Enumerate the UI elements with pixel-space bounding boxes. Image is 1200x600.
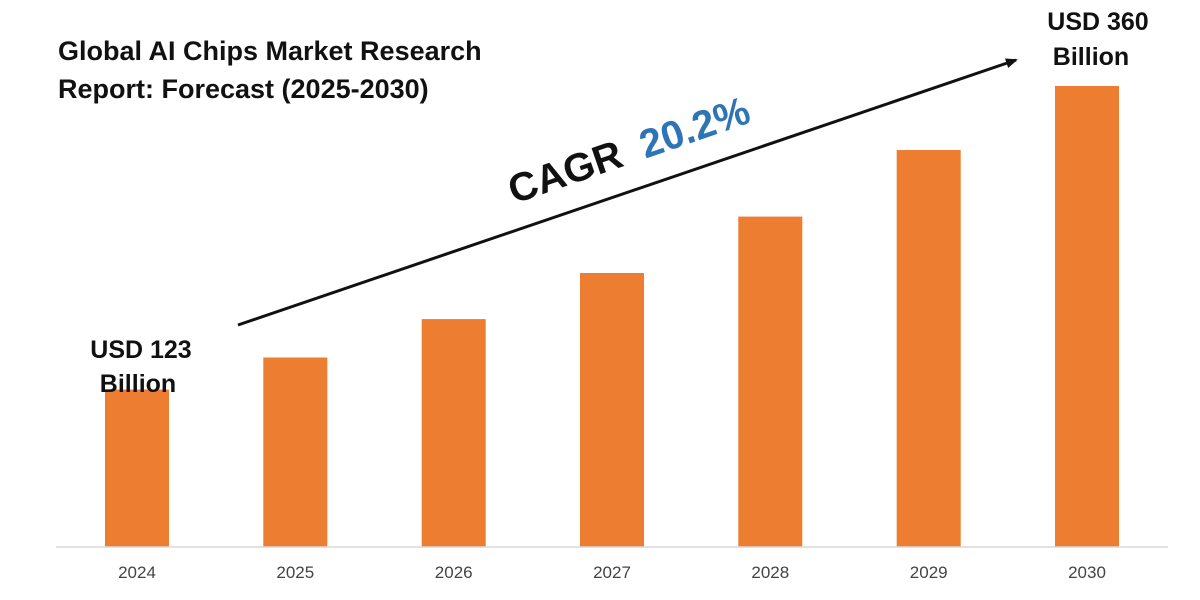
first-bar-value-label-line-2: Billion [100, 370, 176, 398]
bar-2025 [263, 357, 328, 547]
cagr-label: CAGR [503, 133, 629, 213]
bar-2029 [896, 150, 961, 547]
x-tick-labels: 2024 2025 2026 2027 2028 2029 2030 [118, 563, 1106, 582]
bar-2024 [105, 389, 169, 547]
bar-2030 [1055, 86, 1119, 547]
x-tick-label-2029: 2029 [910, 563, 948, 582]
first-bar-value-label-line-1: USD 123 [90, 336, 191, 364]
bar-2028 [738, 216, 803, 547]
x-tick-label-2027: 2027 [593, 563, 631, 582]
last-bar-value-label-line-2: Billion [1053, 43, 1129, 71]
cagr-annotation: CAGR 20.2% [503, 89, 756, 213]
chart-title-line-2: Report: Forecast (2025-2030) [58, 74, 429, 104]
x-tick-label-2024: 2024 [118, 563, 156, 582]
x-tick-label-2026: 2026 [435, 563, 473, 582]
bar-2026 [421, 319, 486, 547]
last-bar-value-label-line-1: USD 360 [1047, 8, 1148, 36]
bars-group [105, 86, 1119, 547]
x-tick-label-2028: 2028 [751, 563, 789, 582]
chart-title: Global AI Chips Market Research Report: … [58, 32, 528, 108]
growth-arrow [237, 58, 1018, 327]
chart-title-line-1: Global AI Chips Market Research [58, 36, 482, 66]
x-tick-label-2025: 2025 [276, 563, 314, 582]
bar-2027 [580, 273, 644, 547]
x-tick-label-2030: 2030 [1068, 563, 1106, 582]
